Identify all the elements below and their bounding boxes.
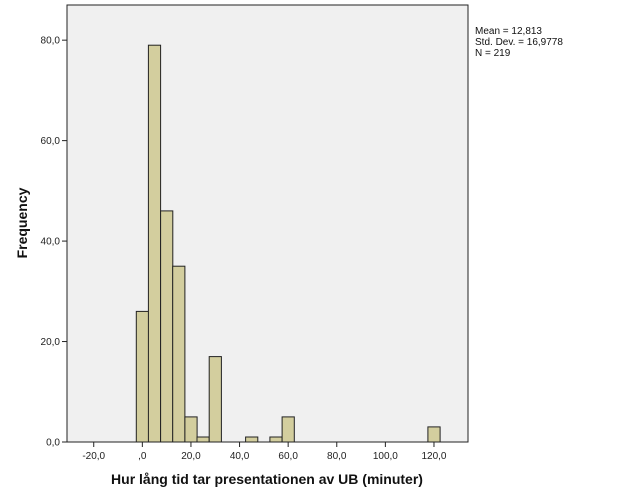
plot-area	[66, 4, 469, 443]
stat-n: N = 219	[475, 48, 511, 59]
x-tick-label: ,0	[138, 451, 147, 462]
x-tick-label: 20,0	[181, 451, 201, 462]
histogram-bar	[196, 436, 210, 443]
histogram-bar	[245, 436, 259, 443]
x-tick-label: 40,0	[230, 451, 250, 462]
histogram-bar	[208, 356, 222, 443]
y-tick-label: 20,0	[41, 337, 61, 348]
summary-statistics: Mean = 12,813 Std. Dev. = 16,9778 N = 21…	[475, 26, 563, 59]
histogram-bar	[147, 44, 162, 443]
x-tick-label: -20,0	[82, 451, 105, 462]
y-tick-label: 60,0	[41, 136, 61, 147]
histogram-bar	[172, 265, 186, 443]
y-axis-title: Frequency	[14, 187, 30, 258]
bars-group	[135, 44, 441, 443]
stat-std-dev: Std. Dev. = 16,9778	[475, 37, 563, 48]
y-axis: 0,0 20,0 40,0 60,0 80,0	[41, 36, 67, 449]
histogram-bar	[281, 416, 295, 443]
x-tick-label: 60,0	[278, 451, 298, 462]
histogram-bar	[184, 416, 198, 443]
histogram-bar	[427, 426, 441, 443]
x-tick-label: 100,0	[373, 451, 398, 462]
histogram-bar	[135, 310, 150, 443]
x-axis-title: Hur lång tid tar presentationen av UB (m…	[111, 471, 423, 487]
x-tick-label: 80,0	[327, 451, 347, 462]
x-axis: -20,0 ,0 20,0 40,0 60,0 80,0 100,0 120,0	[82, 442, 447, 462]
y-tick-label: 80,0	[41, 36, 61, 47]
y-tick-label: 40,0	[41, 237, 61, 248]
histogram-bar	[160, 210, 174, 443]
stat-mean: Mean = 12,813	[475, 26, 542, 37]
y-tick-label: 0,0	[46, 438, 60, 449]
x-tick-label: 120,0	[421, 451, 446, 462]
histogram-bar	[269, 436, 283, 443]
